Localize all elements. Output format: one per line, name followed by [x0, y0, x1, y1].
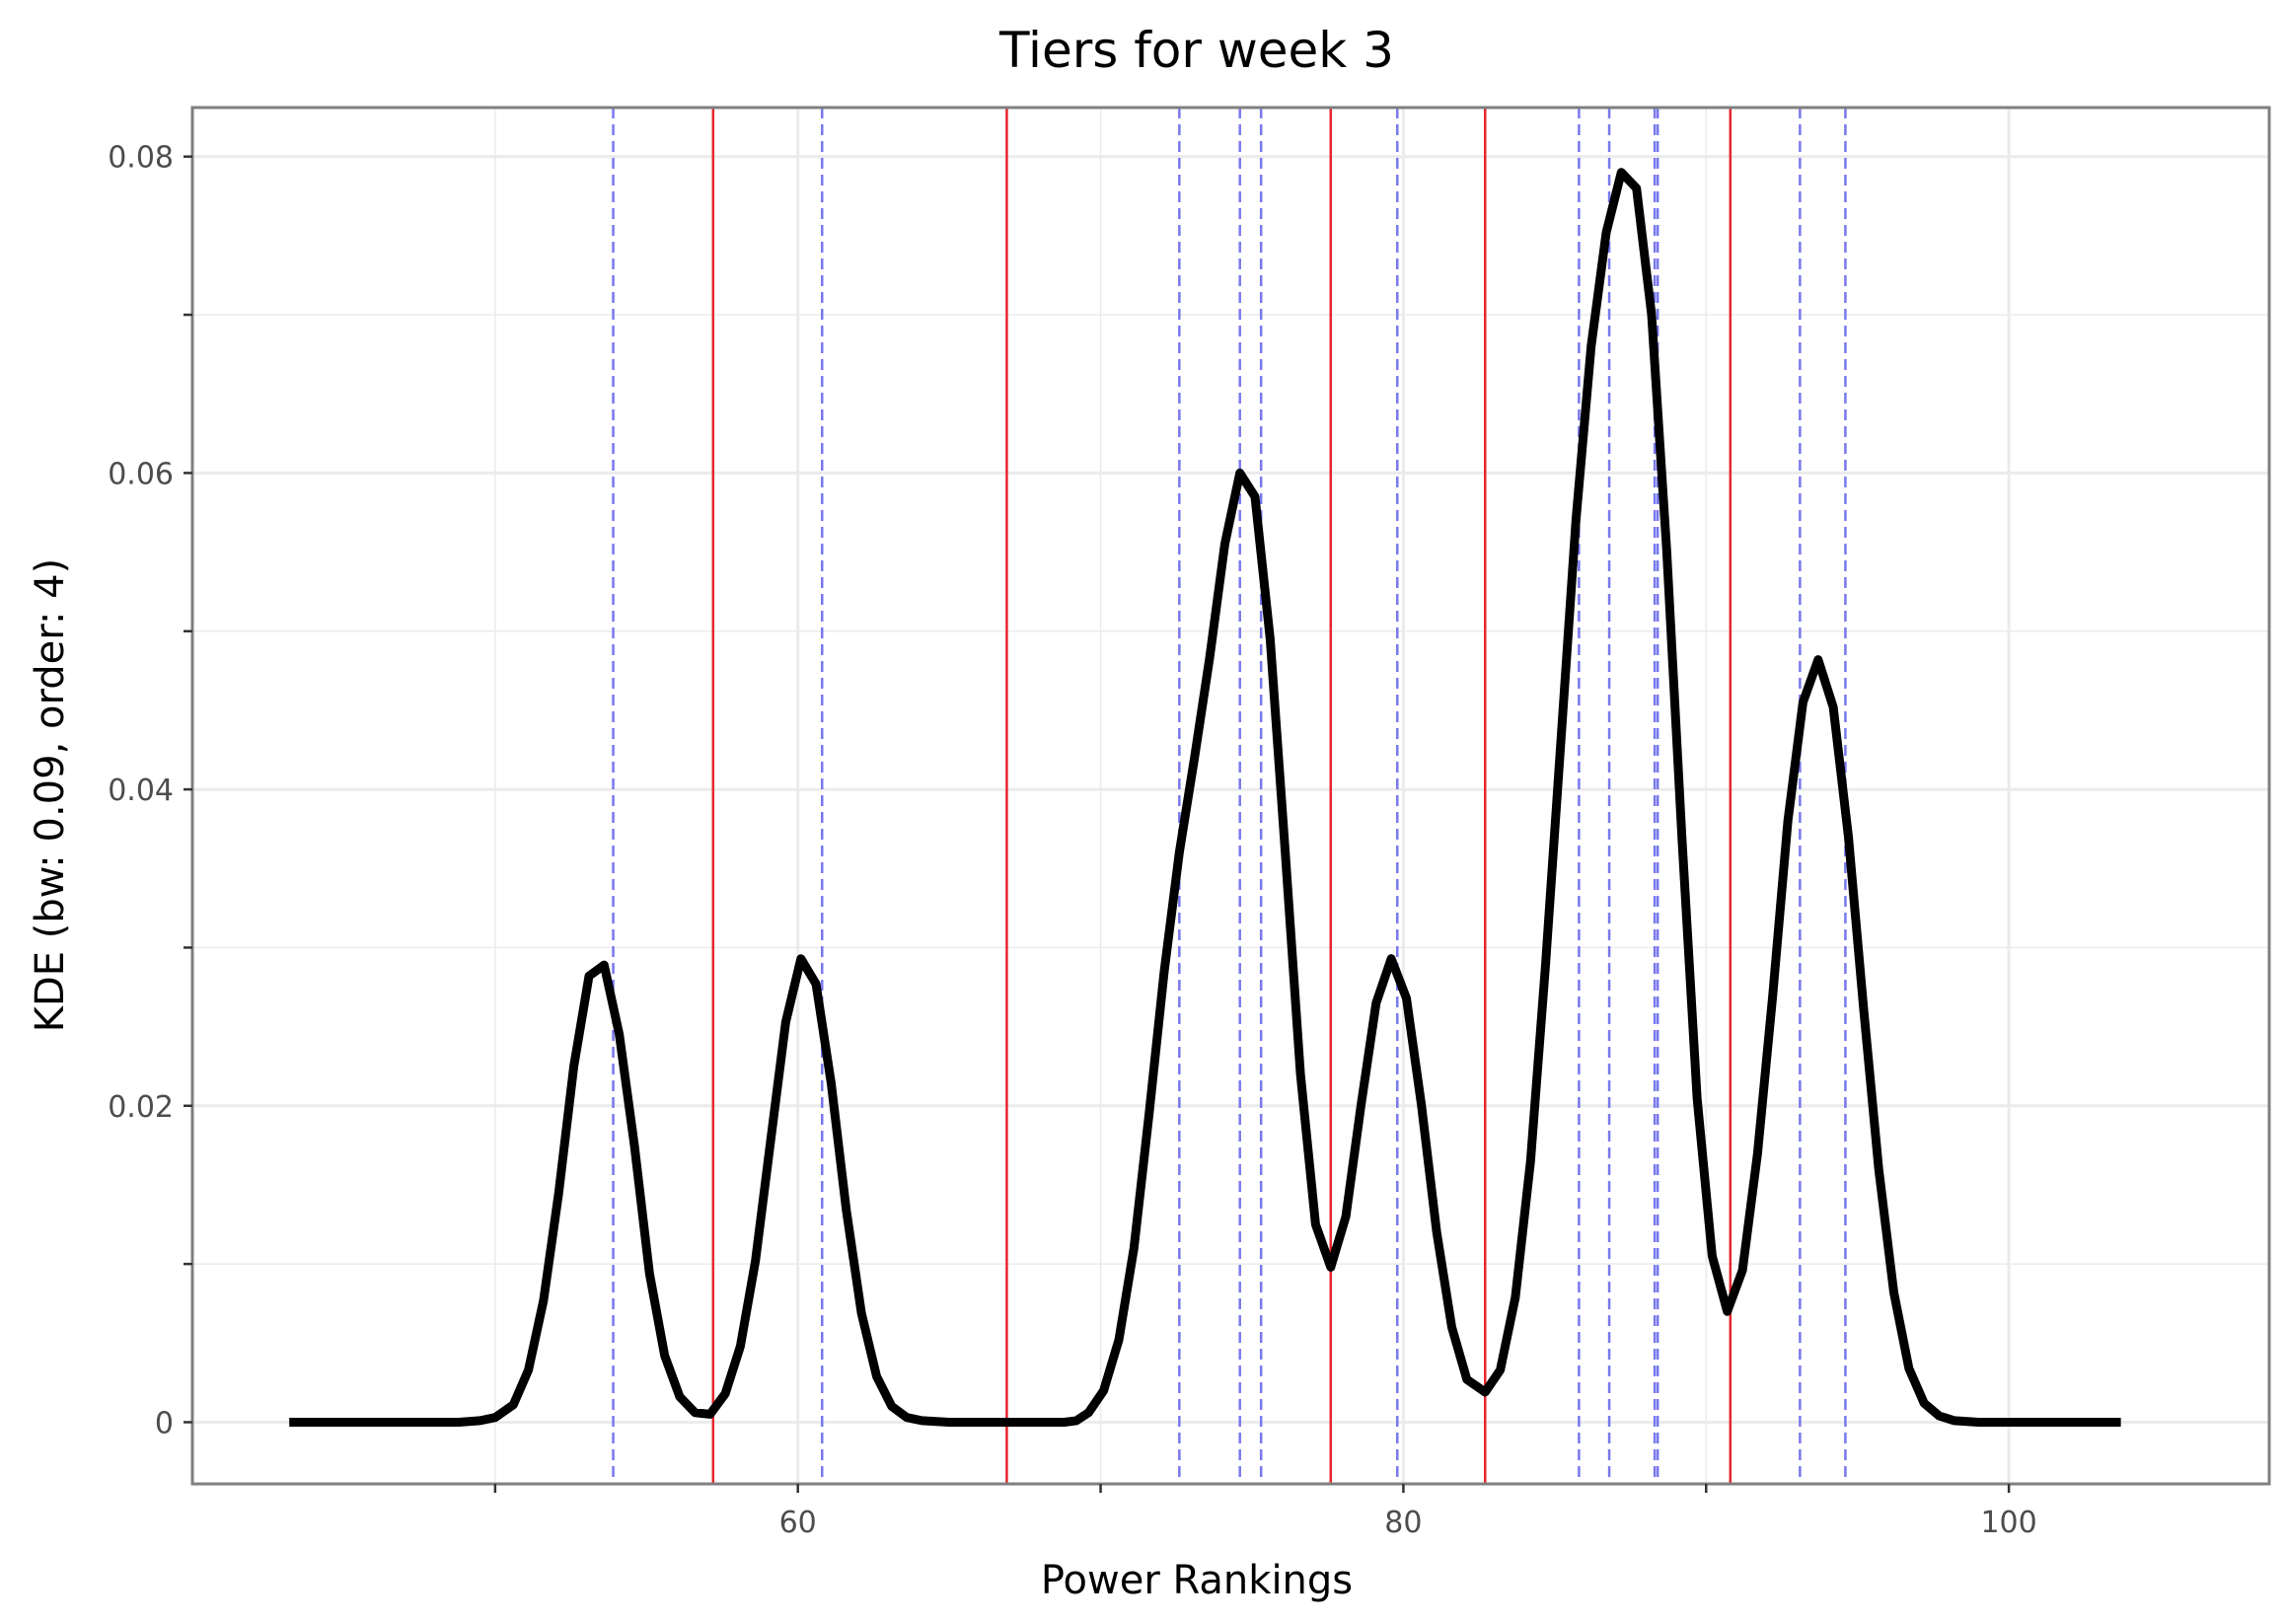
y-tick-label-4: 0.08 [108, 141, 174, 176]
x-tick-label-1: 80 [1384, 1506, 1422, 1540]
y-tick-label-2: 0.04 [108, 774, 174, 808]
plot-panel [190, 106, 2271, 1486]
minor-gridlines [192, 108, 2269, 1484]
y-tick-label-1: 0.02 [108, 1090, 174, 1125]
x-axis-title: Power Rankings [1041, 1558, 1353, 1603]
y-axis-title: KDE (bw: 0.09, order: 4) [28, 558, 73, 1032]
panel-background [192, 108, 2269, 1484]
chart-title: Tiers for week 3 [998, 22, 1394, 79]
x-tick-label-2: 100 [1980, 1506, 2036, 1540]
tier-break-lines [711, 108, 1733, 1484]
y-tick-label-0: 0 [155, 1406, 174, 1440]
x-tick-label-0: 60 [779, 1506, 817, 1540]
y-axis: 0 0.02 0.04 0.06 0.08 [108, 141, 192, 1440]
x-axis: 60 80 100 [493, 1484, 2037, 1540]
major-gridlines [192, 108, 2269, 1484]
panel-border [190, 106, 2271, 1486]
y-tick-label-3: 0.06 [108, 457, 174, 491]
kde-curve [289, 168, 2121, 1427]
